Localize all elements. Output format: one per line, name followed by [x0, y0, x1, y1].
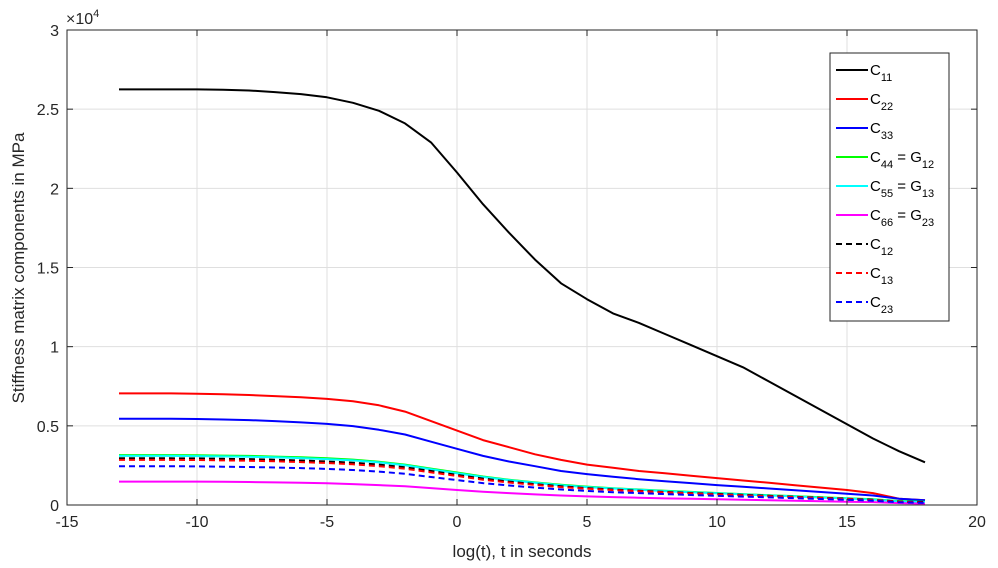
x-tick-label: 10	[708, 514, 726, 531]
x-tick-label: -15	[55, 514, 78, 531]
legend-label-main: C	[870, 178, 881, 195]
y-tick-label: 3	[50, 23, 59, 40]
y-tick-label: 1	[50, 340, 59, 357]
legend-label-eq: = G	[893, 178, 922, 195]
legend-label-main: C	[870, 207, 881, 224]
legend-label-eq-sub: 23	[922, 217, 934, 229]
x-tick-labels: -15 -10 -5 0 5 10 15 20	[55, 514, 986, 531]
legend-label-main: C	[870, 62, 881, 79]
y-tick-label: 2.5	[37, 102, 59, 119]
series-line-33	[119, 417, 926, 502]
legend-label-sub: 22	[881, 101, 893, 113]
x-tick-label: 0	[453, 514, 462, 531]
legend-label-main: C	[870, 236, 881, 253]
legend-label-sub: 55	[881, 188, 893, 200]
y-tick-label: 0	[50, 498, 59, 515]
x-tick-label: -10	[185, 514, 208, 531]
x-axis-label: log(t), t in seconds	[453, 542, 592, 561]
y-tick-label: 0.5	[37, 419, 59, 436]
x-tick-label: 15	[838, 514, 856, 531]
y-exponent-power: 4	[93, 8, 99, 20]
legend-label-sub: 66	[881, 217, 893, 229]
legend-entry: C44 = G12	[870, 149, 934, 171]
legend-label-eq: = G	[893, 149, 922, 166]
legend-label-eq: = G	[893, 207, 922, 224]
grid	[67, 30, 977, 505]
series-group	[119, 88, 926, 505]
legend-entry: C12	[870, 236, 893, 258]
legend-label-sub: 33	[881, 130, 893, 142]
legend-label-main: C	[870, 149, 881, 166]
y-tick-labels: 0 0.5 1 1.5 2 2.5 3	[37, 23, 59, 515]
legend-label-main: C	[870, 294, 881, 311]
series-line-23	[119, 465, 926, 504]
legend-entry: C66 = G23	[870, 207, 934, 229]
legend-entry: C23	[870, 294, 893, 316]
series-line-11	[119, 88, 926, 464]
legend-entry: C22	[870, 91, 893, 113]
legend-label-main: C	[870, 120, 881, 137]
x-tick-label: 5	[583, 514, 592, 531]
legend-label-eq-sub: 12	[922, 159, 934, 171]
y-axis-label: Stiffness matrix components in MPa	[9, 132, 28, 403]
ticks	[66, 29, 978, 506]
x-tick-label: -5	[320, 514, 334, 531]
series-line-66	[119, 480, 926, 505]
legend-label-main: C	[870, 265, 881, 282]
y-tick-label: 1.5	[37, 261, 59, 278]
legend-label-sub: 11	[881, 72, 892, 84]
series-line-22	[119, 392, 926, 502]
legend-entry: C13	[870, 265, 893, 287]
legend-label-sub: 23	[881, 304, 893, 316]
legend-label-sub: 13	[881, 275, 893, 287]
legend-label-main: C	[870, 91, 881, 108]
y-exponent-base: ×10	[66, 11, 93, 28]
series-line-13	[119, 458, 926, 504]
legend-label-sub: 12	[881, 246, 893, 258]
y-exponent: ×104	[66, 8, 99, 28]
x-tick-label: 20	[968, 514, 986, 531]
legend-entry: C55 = G13	[870, 178, 934, 200]
legend-entry: C11	[870, 62, 892, 84]
y-tick-label: 2	[50, 181, 59, 198]
legend-label-eq-sub: 13	[922, 188, 934, 200]
legend-label-sub: 44	[881, 159, 893, 171]
legend-entry: C33	[870, 120, 893, 142]
